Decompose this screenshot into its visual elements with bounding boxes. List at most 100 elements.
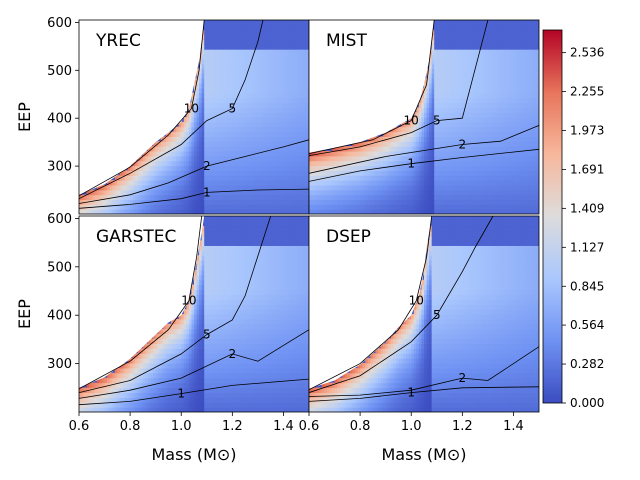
field-cell [132, 170, 136, 176]
field-cell [224, 83, 228, 89]
field-cell [278, 87, 282, 94]
field-cell [510, 194, 515, 201]
field-cell [224, 107, 228, 113]
field-cell [464, 121, 469, 128]
field-cell [464, 146, 469, 152]
field-cell [431, 112, 435, 118]
field-cell [158, 189, 162, 196]
field-cell [171, 194, 175, 201]
field-cell [526, 53, 530, 60]
field-cell [293, 189, 297, 196]
field-cell [301, 73, 305, 79]
field-cell [467, 53, 471, 60]
field-cell [222, 141, 226, 147]
field-cell [224, 160, 228, 167]
field-cell [196, 87, 200, 94]
field-cell [214, 141, 218, 147]
field-cell [523, 87, 527, 94]
field-cell [367, 170, 371, 176]
field-cell [326, 160, 331, 167]
field-cell [513, 117, 517, 123]
field-cell [252, 102, 256, 108]
field-cell [206, 34, 210, 40]
field-cell [314, 155, 318, 162]
field-cell [171, 180, 175, 186]
field-cell [401, 175, 405, 181]
field-cell [334, 184, 338, 191]
field-cell [441, 150, 446, 157]
field-cell [462, 204, 466, 210]
field-cell [480, 170, 484, 176]
field-cell [495, 209, 499, 214]
field-cell [513, 204, 517, 210]
field-cell [464, 107, 469, 113]
field-cell [201, 175, 205, 181]
field-cell [209, 97, 213, 104]
field-cell [449, 53, 453, 60]
field-cell [523, 146, 527, 152]
field-cell [257, 44, 262, 50]
field-cell [457, 199, 461, 205]
field-cell [498, 24, 502, 31]
field-cell [418, 102, 423, 108]
field-cell [314, 175, 318, 181]
field-cell [130, 180, 134, 186]
field-cell [441, 189, 446, 196]
field-cell [232, 87, 236, 94]
field-cell [536, 44, 539, 50]
field-cell [240, 180, 244, 186]
field-cell [401, 170, 405, 176]
field-cell [324, 155, 328, 162]
field-cell [342, 189, 346, 196]
field-cell [349, 150, 354, 157]
field-cell [449, 131, 453, 137]
field-cell [112, 372, 116, 379]
field-cell [296, 131, 300, 137]
field-cell [480, 107, 484, 113]
field-cell [209, 87, 213, 94]
field-cell [204, 44, 208, 50]
field-cell [431, 131, 435, 137]
field-cell [273, 92, 277, 99]
field-cell [444, 112, 448, 118]
field-cell [257, 117, 262, 123]
field-cell [416, 136, 420, 142]
field-cell [436, 102, 440, 108]
field-cell [485, 97, 489, 104]
field-cell [142, 165, 147, 171]
field-cell [214, 150, 218, 157]
field-cell [475, 102, 479, 108]
field-cell [457, 141, 461, 147]
field-cell [490, 78, 494, 84]
field-cell [349, 209, 354, 214]
field-cell [201, 102, 205, 108]
field-cell [526, 78, 530, 84]
field-cell [268, 121, 272, 128]
field-cell [385, 165, 389, 171]
field-cell [462, 102, 466, 108]
field-cell [472, 189, 476, 196]
field-cell [383, 204, 387, 210]
field-cell [293, 44, 297, 50]
field-cell [480, 131, 484, 137]
field-cell [526, 150, 530, 157]
field-cell [268, 165, 272, 171]
field-cell [536, 170, 539, 176]
field-cell [224, 155, 228, 162]
field-cell [288, 112, 292, 118]
field-cell [329, 150, 333, 157]
field-cell [125, 407, 129, 412]
field-cell [291, 146, 295, 152]
field-cell [86, 209, 90, 214]
field-cell [291, 204, 295, 210]
field-cell [242, 20, 246, 26]
field-cell [413, 204, 417, 210]
field-cell [316, 155, 320, 162]
field-cell [441, 102, 446, 108]
field-cell [518, 165, 522, 171]
field-cell [199, 58, 203, 65]
field-cell [482, 175, 486, 181]
field-cell [263, 180, 267, 186]
field-cell [270, 102, 274, 108]
field-cell [457, 49, 461, 55]
